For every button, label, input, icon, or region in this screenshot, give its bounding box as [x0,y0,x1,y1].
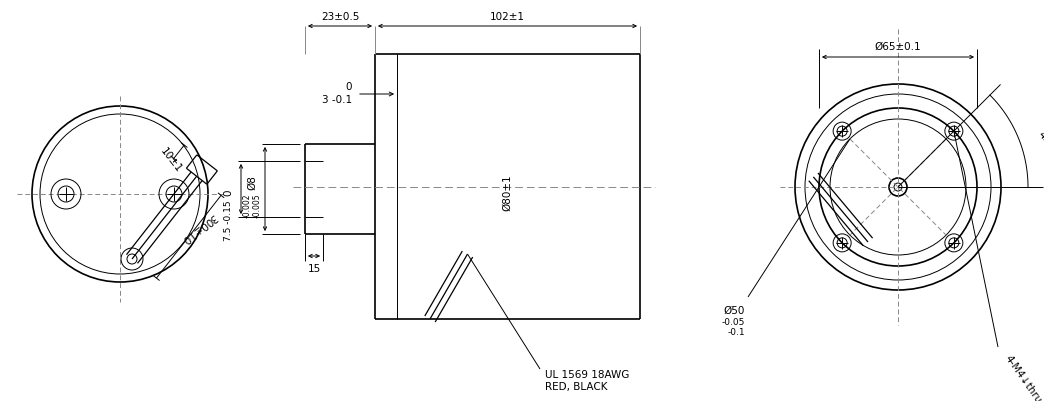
Text: 3 -0.1: 3 -0.1 [322,95,352,105]
Text: 7.5 -0.15: 7.5 -0.15 [223,200,233,240]
Text: 15: 15 [307,263,321,273]
Text: 23±0.5: 23±0.5 [321,12,359,22]
Text: 45°: 45° [1036,129,1044,149]
Text: 300±10: 300±10 [179,211,217,245]
Text: UL 1569 18AWG
RED, BLACK: UL 1569 18AWG RED, BLACK [545,369,630,391]
Text: 102±1: 102±1 [490,12,525,22]
Text: -0.05
-0.1: -0.05 -0.1 [721,317,745,336]
Text: Ø8: Ø8 [247,175,257,190]
Text: Ø80±1: Ø80±1 [502,174,513,210]
Text: 0: 0 [346,82,352,92]
Text: -0.002
-0.005: -0.002 -0.005 [242,192,262,217]
Text: 10±1: 10±1 [159,146,184,174]
Text: Ø65±0.1: Ø65±0.1 [875,42,921,52]
Text: 4-M4↓thru: 4-M4↓thru [1003,352,1044,401]
Text: 0: 0 [223,189,233,196]
Text: Ø50: Ø50 [723,305,745,315]
